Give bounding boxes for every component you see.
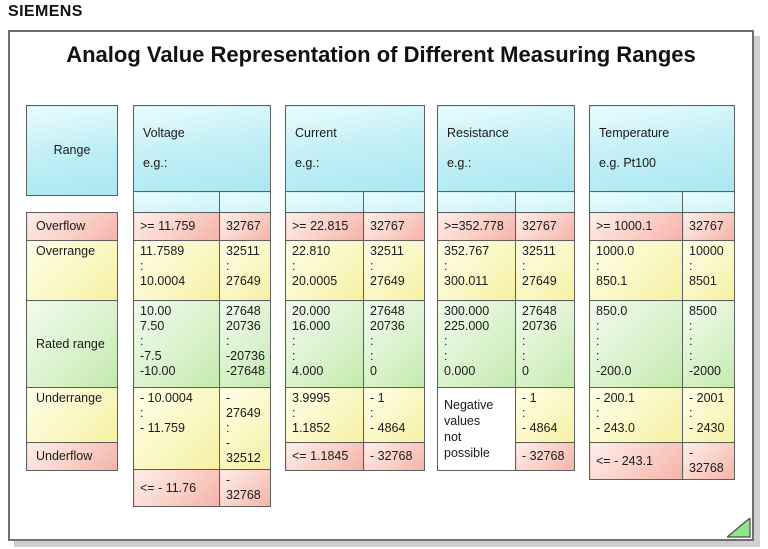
value-cell-current-overrange-units: 32511 : 27649 bbox=[363, 240, 425, 301]
row-label-underrange: Underrange bbox=[26, 387, 118, 443]
value-cell-current-overflow-units: 32767 bbox=[363, 212, 425, 241]
row-label-rated-range: Rated range bbox=[26, 300, 118, 388]
row-labels-table: Overflow Overrange Rated range Underrang… bbox=[26, 212, 118, 471]
value-cell-current-overflow-meas: >= 22.815 bbox=[285, 212, 364, 241]
value-cell-voltage-overflow-units: 32767 bbox=[219, 212, 271, 241]
value-cell-temperature-rated-meas: 850.0 : : : -200.0 bbox=[589, 300, 683, 388]
value-cell-temperature-overflow-units: 32767 bbox=[682, 212, 735, 241]
group-example: e.g.: bbox=[143, 156, 168, 170]
group-name: Resistance bbox=[447, 126, 509, 140]
page-title: Analog Value Representation of Different… bbox=[66, 42, 696, 67]
value-cell-temperature-overflow-meas: >= 1000.1 bbox=[589, 212, 683, 241]
slide-frame: Analog Value Representation of Different… bbox=[8, 30, 754, 541]
group-name: Current bbox=[295, 126, 337, 140]
value-cell-temperature-underrange-meas: - 200.1 : - 243.0 bbox=[589, 387, 683, 443]
group-example: e.g.: bbox=[295, 156, 320, 170]
value-cell-temperature-overrange-meas: 1000.0 : 850.1 bbox=[589, 240, 683, 301]
value-cell-voltage-rated-meas: 10.00 7.50 : -7.5 -10.00 bbox=[133, 300, 220, 388]
value-cell-voltage-underflow-meas: <= - 11.76 bbox=[133, 469, 220, 507]
value-cell-resistance-rated-units: 27648 20736 : : 0 bbox=[515, 300, 575, 388]
value-cell-temperature-underflow-meas: <= - 243.1 bbox=[589, 442, 683, 480]
resistance-body-table: >=352.778 32767 352.767 : 300.011 32511 … bbox=[437, 212, 575, 471]
current-body-table: >= 22.815 32767 22.810 : 20.0005 32511 :… bbox=[285, 212, 425, 471]
value-cell-resistance-underflow-units: - 32768 bbox=[515, 442, 575, 471]
range-header-box: Range bbox=[26, 105, 118, 196]
value-cell-temperature-underrange-units: - 2001 : - 2430 bbox=[682, 387, 735, 443]
siemens-logo: SIEMENS bbox=[8, 3, 83, 20]
value-cell-voltage-underrange-meas: - 10.0004 : - 11.759 bbox=[133, 387, 220, 470]
value-cell-resistance-overrange-units: 32511 : 27649 bbox=[515, 240, 575, 301]
temperature-header-cell: Temperature e.g. Pt100 bbox=[589, 105, 735, 192]
value-cell-resistance-overrange-meas: 352.767 : 300.011 bbox=[437, 240, 516, 301]
group-example: e.g.: bbox=[447, 156, 472, 170]
voltage-body-table: >= 11.759 32767 11.7589 : 10.0004 32511 … bbox=[133, 212, 271, 507]
value-cell-temperature-underflow-units: - 32768 bbox=[682, 442, 735, 480]
value-cell-current-underrange-units: - 1 : - 4864 bbox=[363, 387, 425, 443]
value-cell-current-underrange-meas: 3.9995 : 1.1852 bbox=[285, 387, 364, 443]
value-cell-current-rated-meas: 20.000 16.000 : : 4.000 bbox=[285, 300, 364, 388]
value-cell-temperature-overrange-units: 10000 : 8501 bbox=[682, 240, 735, 301]
corner-triangle-icon bbox=[727, 518, 751, 538]
row-label-overflow: Overflow bbox=[26, 212, 118, 241]
group-name: Voltage bbox=[143, 126, 185, 140]
range-header-cell: Range bbox=[26, 105, 118, 196]
temperature-body-table: >= 1000.1 32767 1000.0 : 850.1 10000 : 8… bbox=[589, 212, 735, 480]
value-cell-voltage-overrange-meas: 11.7589 : 10.0004 bbox=[133, 240, 220, 301]
value-cell-voltage-overrange-units: 32511 : 27649 bbox=[219, 240, 271, 301]
value-cell-current-overrange-meas: 22.810 : 20.0005 bbox=[285, 240, 364, 301]
current-header-cell: Current e.g.: bbox=[285, 105, 425, 192]
resistance-header-cell: Resistance e.g.: bbox=[437, 105, 575, 192]
row-label-overrange: Overrange bbox=[26, 240, 118, 301]
value-cell-temperature-rated-units: 8500 : : : -2000 bbox=[682, 300, 735, 388]
group-example: e.g. Pt100 bbox=[599, 156, 656, 170]
value-cell-resistance-overflow-meas: >=352.778 bbox=[437, 212, 516, 241]
note-cell-negative-values: Negative values not possible bbox=[437, 387, 516, 471]
value-cell-voltage-underflow-units: - 32768 bbox=[219, 469, 271, 507]
value-cell-resistance-rated-meas: 300.000 225.000 : : 0.000 bbox=[437, 300, 516, 388]
row-label-underflow: Underflow bbox=[26, 442, 118, 471]
value-cell-current-underflow-units: - 32768 bbox=[363, 442, 425, 471]
value-cell-resistance-underrange-units: - 1 : - 4864 bbox=[515, 387, 575, 443]
value-cell-current-rated-units: 27648 20736 : : 0 bbox=[363, 300, 425, 388]
voltage-header-cell: Voltage e.g.: bbox=[133, 105, 271, 192]
value-cell-voltage-rated-units: 27648 20736 : -20736 -27648 bbox=[219, 300, 271, 388]
group-name: Temperature bbox=[599, 126, 670, 140]
value-cell-current-underflow-meas: <= 1.1845 bbox=[285, 442, 364, 471]
value-cell-voltage-underrange-units: - 27649 : - 32512 bbox=[219, 387, 271, 470]
value-cell-resistance-overflow-units: 32767 bbox=[515, 212, 575, 241]
value-cell-voltage-overflow-meas: >= 11.759 bbox=[133, 212, 220, 241]
